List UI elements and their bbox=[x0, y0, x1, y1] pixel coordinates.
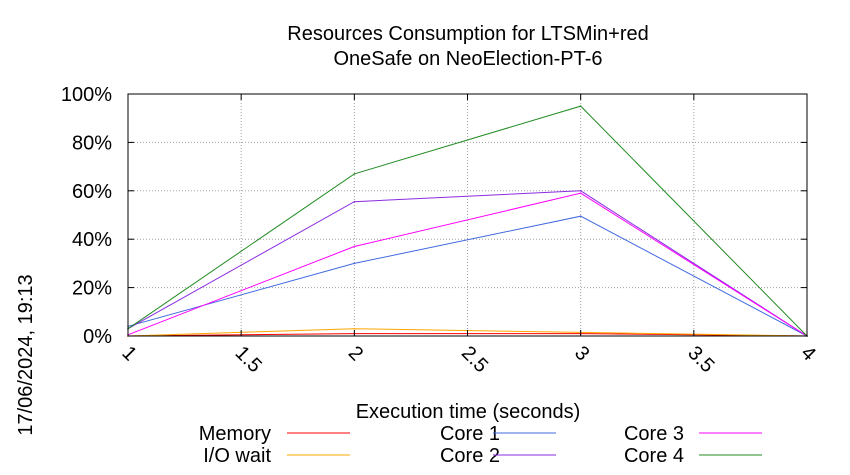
x-tick-label: 3 bbox=[570, 342, 593, 365]
legend-label: Core 4 bbox=[624, 445, 684, 467]
legend-label: Core 1 bbox=[440, 423, 500, 445]
y-tick-label: 80% bbox=[72, 132, 112, 154]
data-point-core-2 bbox=[579, 190, 582, 192]
series-lines bbox=[127, 105, 808, 337]
y-tick-label: 100% bbox=[61, 84, 112, 106]
data-point-core-4 bbox=[579, 105, 582, 107]
legend-item-core-3: Core 3 bbox=[624, 423, 762, 445]
data-point-core-3 bbox=[353, 245, 356, 248]
legend-label: Core 3 bbox=[624, 423, 684, 445]
legend-label: Memory bbox=[199, 423, 271, 445]
series-line-core-2 bbox=[127, 190, 808, 337]
data-point-core-2 bbox=[353, 200, 356, 203]
y-tick-label: 20% bbox=[72, 278, 112, 300]
data-point-core-1 bbox=[353, 262, 356, 265]
legend-item-core-2: Core 2 bbox=[440, 445, 556, 467]
legend-item-memory: Memory bbox=[199, 423, 350, 445]
legend-item-i-o-wait: I/O wait bbox=[203, 445, 350, 467]
y-tick-label: 40% bbox=[72, 229, 112, 251]
legend-item-core-4: Core 4 bbox=[624, 445, 762, 467]
x-tick-label: 4 bbox=[796, 342, 819, 365]
chart-title-line-1: Resources Consumption for LTSMin+red bbox=[287, 23, 648, 45]
grid bbox=[128, 94, 807, 336]
y-tick-label: 60% bbox=[72, 181, 112, 203]
y-axis-ticks: 0% 20% 40% 60% 80% 100% bbox=[61, 84, 807, 348]
x-tick-label: 2 bbox=[344, 342, 367, 365]
timestamp-label: 17/06/2024, 19:13 bbox=[15, 274, 37, 435]
data-point-core-3 bbox=[579, 192, 582, 195]
series-line-core-3 bbox=[127, 192, 808, 337]
x-tick-label: 1 bbox=[117, 342, 140, 365]
legend-label: Core 2 bbox=[440, 445, 500, 467]
x-tick-label: 1.5 bbox=[231, 342, 266, 377]
chart-title: Resources Consumption for LTSMin+red One… bbox=[287, 23, 648, 70]
series-core-4 bbox=[127, 105, 808, 337]
series-core-2 bbox=[127, 190, 808, 337]
data-point-i-o-wait bbox=[353, 327, 356, 330]
chart-title-line-2: OneSafe on NeoElection-PT-6 bbox=[333, 48, 602, 70]
y-tick-label: 0% bbox=[83, 326, 112, 348]
legend-item-core-1: Core 1 bbox=[440, 423, 556, 445]
series-line-core-1 bbox=[127, 215, 808, 337]
data-point-core-4 bbox=[353, 173, 356, 175]
series-line-core-4 bbox=[127, 105, 808, 337]
data-point-core-1 bbox=[579, 215, 582, 218]
x-tick-label: 3.5 bbox=[683, 342, 718, 377]
x-tick-label: 2.5 bbox=[457, 342, 492, 377]
legend-label: I/O wait bbox=[203, 445, 271, 467]
x-axis-label: Execution time (seconds) bbox=[356, 401, 581, 423]
